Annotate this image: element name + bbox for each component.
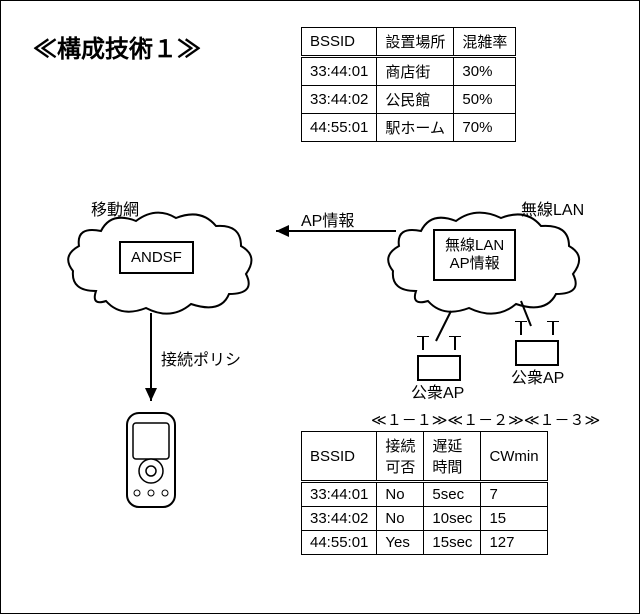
cell: 7 [481,482,547,507]
cell: 70% [454,114,516,142]
public-ap-label: 公衆AP [411,379,464,403]
cell: 10sec [424,507,481,531]
col-header: 設置場所 [377,28,454,57]
cell: 33:44:01 [302,57,377,86]
public-ap-icon [411,336,467,381]
table-row: 33:44:02 公民館 50% [302,86,516,114]
cell: 5sec [424,482,481,507]
table-ap-locations: BSSID 設置場所 混雑率 33:44:01 商店街 30% 33:44:02… [301,27,516,142]
wlan-ap-info-l1: 無線LAN [445,237,504,254]
cell: 50% [454,86,516,114]
cell: No [377,482,424,507]
table-row: 33:44:01 商店街 30% [302,57,516,86]
col-header: 接続 可否 [377,432,424,482]
table-row: BSSID 接続 可否 遅延 時間 CWmin [302,432,548,482]
col-header: BSSID [302,28,377,57]
table-row: 44:55:01 駅ホーム 70% [302,114,516,142]
cell: 公民館 [377,86,454,114]
public-ap-label: 公衆AP [511,364,564,388]
col-header: BSSID [302,432,377,482]
cell: 33:44:02 [302,86,377,114]
wlan-ap-info-box: 無線LAN AP情報 [433,229,516,281]
cell: 44:55:01 [302,114,377,142]
cell: 33:44:01 [302,482,377,507]
col-header: 混雑率 [454,28,516,57]
cell: 15sec [424,531,481,555]
cell: 駅ホーム [377,114,454,142]
cell: 商店街 [377,57,454,86]
wlan-ap-info-l2: AP情報 [450,255,500,272]
table-row: BSSID 設置場所 混雑率 [302,28,516,57]
policy-arrow-label: 接続ポリシ [161,346,241,370]
table2-section-labels: ≪１－１≫≪１－２≫≪１－３≫ [371,409,600,430]
col-header: CWmin [481,432,547,482]
andsf-box: ANDSF [119,241,194,274]
col-header: 遅延 時間 [424,432,481,482]
table-row: 44:55:01 Yes 15sec 127 [302,531,548,555]
cell: 33:44:02 [302,507,377,531]
cell: 30% [454,57,516,86]
public-ap-icon [509,321,565,366]
cell: 127 [481,531,547,555]
phone-icon [121,411,181,516]
table-connection-policy: BSSID 接続 可否 遅延 時間 CWmin 33:44:01 No 5sec… [301,431,548,555]
ap-info-arrow-label: AP情報 [301,207,354,231]
diagram-title: ≪構成技術１≫ [33,29,201,64]
table-row: 33:44:02 No 10sec 15 [302,507,548,531]
cell: 15 [481,507,547,531]
table-row: 33:44:01 No 5sec 7 [302,482,548,507]
cell: No [377,507,424,531]
cell: Yes [377,531,424,555]
cell: 44:55:01 [302,531,377,555]
